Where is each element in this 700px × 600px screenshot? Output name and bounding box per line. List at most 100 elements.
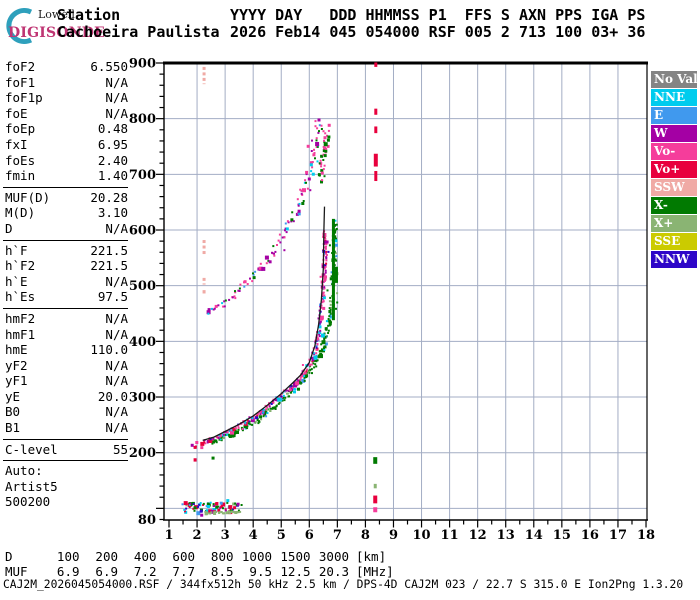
scaled-parameters-panel: foF2 6.550 foF1 N/A foF1p N/A foE N/A foEp 0.48 fx… bbox=[0, 59, 130, 510]
x-tick-label: 18 bbox=[637, 528, 655, 543]
param-value: 1.40 bbox=[97, 168, 128, 184]
station-name: Cachoeira Paulista bbox=[57, 22, 220, 41]
param-value: N/A bbox=[105, 105, 128, 121]
param-label: foEs bbox=[5, 152, 36, 168]
param-row-fxI: fxI 6.95 bbox=[0, 137, 128, 153]
trace-second-hop-top-cluster bbox=[317, 123, 331, 184]
row-value: 1000 bbox=[241, 549, 272, 564]
measurement-header-block: YYYY DAY DDD HHMMSS P1 FFS S AXN PPS IGA… bbox=[230, 7, 645, 40]
row-value: 200 bbox=[95, 549, 118, 564]
param-value: 110.0 bbox=[90, 342, 128, 358]
param-row-fmin: fmin 1.40 bbox=[0, 168, 128, 184]
panel-divider bbox=[3, 239, 128, 241]
x-tick-label: 5 bbox=[277, 528, 286, 543]
row-label: MUF bbox=[5, 563, 28, 579]
row-value: 7.7 bbox=[172, 563, 195, 579]
param-label: 500200 bbox=[5, 494, 51, 510]
param-row-hmF1: hmF1 N/A bbox=[0, 327, 128, 343]
x-tick-label: 2 bbox=[193, 528, 202, 543]
param-row-Clevel: C-level 55 bbox=[0, 442, 128, 458]
x-tick-label: 7 bbox=[333, 528, 342, 543]
legend-item-vo-: Vo- bbox=[651, 143, 697, 160]
param-row-foEs: foEs 2.40 bbox=[0, 153, 128, 169]
y-tick-label: 700 bbox=[129, 168, 156, 183]
param-label: MUF(D) bbox=[5, 189, 51, 205]
plot-border bbox=[163, 61, 648, 521]
param-row-Auto: Auto: bbox=[0, 463, 128, 479]
row-value: 3000 bbox=[318, 549, 349, 564]
param-value: N/A bbox=[105, 310, 128, 326]
row-value: 400 bbox=[133, 549, 157, 564]
param-label: foE bbox=[5, 105, 28, 121]
param-label: hmF1 bbox=[5, 326, 36, 342]
param-label: Artist5 bbox=[5, 478, 58, 494]
param-row-hmF2: hmF2 N/A bbox=[0, 311, 128, 327]
y-tick-label: 80 bbox=[138, 513, 156, 528]
param-label: h`F bbox=[5, 242, 28, 258]
param-row-yF2: yF2 N/A bbox=[0, 358, 128, 374]
param-row-hE: h`E N/A bbox=[0, 274, 128, 290]
param-label: C-level bbox=[5, 441, 58, 457]
row-value: 1500 bbox=[280, 549, 311, 564]
legend-item-nne: NNE bbox=[651, 89, 697, 106]
legend-item-e: E bbox=[651, 107, 697, 124]
logo-digisonde-text: DIGISONDE bbox=[8, 25, 105, 41]
row-value: 9.5 bbox=[249, 563, 272, 579]
param-value: N/A bbox=[105, 273, 128, 289]
param-label: foEp bbox=[5, 121, 36, 137]
y-tick-label: 300 bbox=[129, 391, 156, 406]
y-tick-label: 400 bbox=[129, 335, 156, 350]
param-value: 6.550 bbox=[90, 59, 128, 74]
param-label: foF1p bbox=[5, 90, 43, 106]
y-tick-label: 900 bbox=[129, 57, 156, 72]
axis-ticks bbox=[156, 62, 647, 528]
legend-item-ssw: SSW bbox=[651, 179, 697, 196]
panel-divider bbox=[3, 460, 128, 462]
row-value: 6.9 bbox=[95, 563, 118, 579]
x-tick-label: 14 bbox=[525, 528, 543, 543]
legend-item-no-val: No Val bbox=[651, 71, 698, 88]
param-label: hmE bbox=[5, 342, 28, 358]
param-label: h`F2 bbox=[5, 258, 36, 274]
param-value: N/A bbox=[105, 326, 128, 342]
trace-trace-start-cluster bbox=[190, 441, 205, 450]
param-value: N/A bbox=[105, 220, 128, 236]
param-row-hmE: hmE 110.0 bbox=[0, 342, 128, 358]
trace-Es-layer bbox=[181, 499, 243, 517]
param-row-B0: B0 N/A bbox=[0, 404, 128, 420]
panel-divider bbox=[3, 186, 128, 188]
param-row-hEs: h`Es 97.5 bbox=[0, 289, 128, 305]
row-unit: [km] bbox=[356, 549, 387, 564]
param-row-yE: yE 20.0 bbox=[0, 389, 128, 405]
row-value: 20.3 bbox=[318, 563, 349, 579]
param-value: 20.28 bbox=[90, 189, 128, 205]
param-value: 221.5 bbox=[90, 242, 128, 258]
param-row-foF1: foF1 N/A bbox=[0, 75, 128, 91]
x-tick-label: 3 bbox=[221, 528, 230, 543]
row-value: 600 bbox=[172, 549, 195, 564]
measurement-columns-values: 2026 Feb14 045 054000 RSF 005 2 713 100 … bbox=[230, 22, 646, 41]
row-value: 800 bbox=[210, 549, 234, 564]
param-label: Auto: bbox=[5, 463, 43, 479]
artist-trace-line bbox=[202, 206, 326, 442]
trace-F-trace-X-mode bbox=[211, 219, 339, 445]
legend-item-sse: SSE bbox=[651, 233, 697, 250]
logo-crescent-icon bbox=[6, 8, 33, 44]
muf-row: MUF 6.9 6.9 7.2 7.7 8.5 9.5 12.5 20.3 [MHz] bbox=[5, 563, 394, 580]
param-label: yF2 bbox=[5, 357, 28, 373]
muf-distance-table: D 100 200 400 600 800 1000 1500 3000 [km] MUF 6.9 6.… bbox=[5, 549, 394, 580]
param-label: fmin bbox=[5, 168, 36, 184]
echo-type-legend: No Val NNE E W Vo- Vo+ SSW X- X+ SSE NNW bbox=[651, 71, 698, 269]
row-value: 100 bbox=[56, 549, 80, 564]
param-value: N/A bbox=[105, 357, 128, 373]
param-value: 3.10 bbox=[97, 205, 128, 221]
param-label: yE bbox=[5, 388, 21, 404]
row-value: 7.2 bbox=[133, 563, 157, 579]
param-value: N/A bbox=[105, 74, 128, 90]
x-tick-label: 13 bbox=[497, 528, 515, 543]
legend-item-w: W bbox=[651, 125, 697, 142]
param-value: N/A bbox=[105, 420, 128, 436]
